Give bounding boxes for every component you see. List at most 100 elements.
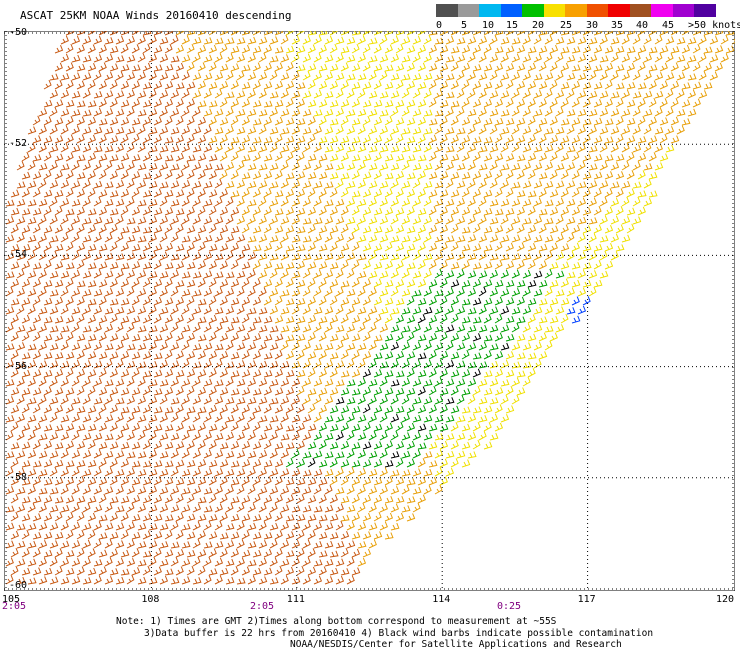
wind-barb xyxy=(307,277,316,288)
wind-barb xyxy=(340,370,350,378)
wind-barb xyxy=(16,467,25,477)
wind-barb xyxy=(340,152,349,162)
wind-barb xyxy=(104,53,114,63)
wind-barb xyxy=(49,215,58,225)
wind-barb xyxy=(159,432,169,441)
wind-barb xyxy=(65,440,75,450)
wind-barb xyxy=(318,387,328,396)
wind-barb xyxy=(269,468,279,477)
wind-barb xyxy=(269,379,279,387)
wind-barb xyxy=(692,98,701,108)
wind-barb xyxy=(230,332,239,342)
wind-barb xyxy=(285,206,295,216)
wind-barb xyxy=(643,142,652,153)
wind-barb xyxy=(131,171,141,180)
wind-barb xyxy=(109,190,119,198)
wind-barb xyxy=(181,340,190,351)
wind-barb xyxy=(346,504,356,513)
wind-barb xyxy=(384,460,394,468)
wind-barb xyxy=(104,108,114,117)
wind-barb xyxy=(390,486,400,495)
wind-barb xyxy=(434,89,443,99)
wind-barb xyxy=(65,134,74,144)
wind-barb xyxy=(577,181,587,189)
wind-barb xyxy=(351,297,361,306)
wind-barb xyxy=(434,359,444,369)
wind-barb xyxy=(104,323,114,333)
wind-barb xyxy=(445,415,455,423)
wind-barb xyxy=(87,224,96,234)
wind-barb xyxy=(104,450,114,459)
wind-barb xyxy=(181,35,190,45)
wind-barb xyxy=(60,108,70,117)
wind-barb xyxy=(197,278,206,288)
wind-barb xyxy=(379,521,388,531)
wind-barb xyxy=(192,180,202,189)
wind-barb xyxy=(318,44,327,54)
wind-barb xyxy=(65,351,75,360)
wind-barb xyxy=(313,217,323,225)
wind-barb xyxy=(131,460,141,468)
wind-barb xyxy=(87,567,97,576)
wind-barb xyxy=(522,217,532,225)
wind-barb xyxy=(131,405,141,414)
wind-barb xyxy=(258,89,267,99)
wind-barb xyxy=(192,234,202,243)
wind-barb xyxy=(76,333,86,342)
wind-barb xyxy=(291,448,300,459)
wind-barb xyxy=(599,215,608,225)
wind-barb xyxy=(87,385,96,396)
wind-barb xyxy=(60,377,69,387)
wind-barb xyxy=(456,197,466,207)
wind-barb xyxy=(93,54,103,63)
wind-barb xyxy=(307,423,317,432)
wind-barb xyxy=(560,243,570,252)
wind-barb xyxy=(71,413,80,423)
wind-barb xyxy=(291,431,300,441)
wind-barb xyxy=(115,306,125,315)
wind-barb xyxy=(538,152,548,162)
wind-barb xyxy=(159,486,169,495)
wind-barb xyxy=(76,80,85,90)
wind-barb xyxy=(538,188,547,198)
wind-barb xyxy=(38,540,48,549)
wind-barb xyxy=(373,170,382,180)
wind-barb xyxy=(362,134,371,144)
wind-barb xyxy=(115,269,124,279)
wind-barb xyxy=(225,91,235,99)
wind-barb xyxy=(357,144,367,153)
wind-barb xyxy=(269,577,279,585)
wind-barb xyxy=(318,244,328,252)
wind-barb xyxy=(98,62,107,72)
wind-barb xyxy=(445,161,455,171)
wind-barb xyxy=(21,260,31,270)
wind-barb xyxy=(153,334,163,342)
wind-barb xyxy=(38,250,47,261)
wind-barb xyxy=(296,494,305,504)
wind-barb xyxy=(60,179,70,189)
wind-barb xyxy=(632,125,641,135)
wind-barb xyxy=(566,232,575,243)
wind-barb xyxy=(274,494,283,504)
wind-barb xyxy=(16,377,25,387)
wind-barb xyxy=(104,358,113,369)
wind-barb xyxy=(494,153,504,162)
wind-barb xyxy=(472,333,482,342)
wind-barb xyxy=(208,154,218,162)
wind-barb xyxy=(252,405,262,414)
wind-barb xyxy=(428,79,437,90)
wind-barb xyxy=(362,207,372,216)
wind-barb xyxy=(291,52,300,63)
colorbar-label: 25 xyxy=(560,20,573,31)
wind-barb xyxy=(373,135,383,144)
wind-barb xyxy=(384,81,394,90)
wind-barb xyxy=(120,333,130,342)
wind-barb xyxy=(406,154,416,162)
colorbar-segment xyxy=(586,4,609,17)
wind-barb xyxy=(494,422,504,432)
wind-barb xyxy=(676,54,686,63)
wind-barb xyxy=(164,368,174,378)
wind-barb xyxy=(49,106,58,117)
wind-barb xyxy=(307,351,317,360)
wind-barb xyxy=(109,79,118,90)
